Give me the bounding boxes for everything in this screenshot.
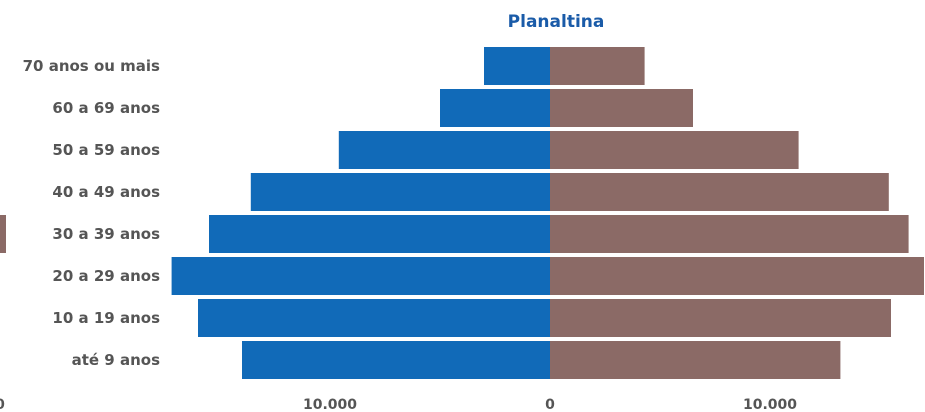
bar-left <box>209 215 550 253</box>
x-tick-label: 0 <box>0 397 5 412</box>
bar-left <box>250 173 551 211</box>
bar-right <box>550 173 889 211</box>
category-label: 30 a 39 anos <box>52 225 160 243</box>
bar-right <box>550 89 693 127</box>
bars <box>0 47 924 379</box>
category-label: 10 a 19 anos <box>52 309 160 327</box>
bar-right <box>550 299 891 337</box>
category-labels: 70 anos ou mais 60 a 69 anos 50 a 59 anos 4… <box>23 57 160 369</box>
category-label: 40 a 49 anos <box>52 183 160 201</box>
x-tick-label: 10.000 <box>303 397 357 412</box>
x-axis-ticks: 0 10.000 0 10.000 <box>0 397 797 412</box>
bar-right <box>550 131 799 169</box>
bar-right <box>550 215 909 253</box>
category-label: 20 a 29 anos <box>52 267 160 285</box>
category-label: 50 a 59 anos <box>52 141 160 159</box>
bar-left <box>484 47 550 85</box>
x-tick-label: 0 <box>545 397 555 412</box>
category-label: 60 a 69 anos <box>52 99 160 117</box>
bar-left <box>171 257 550 295</box>
x-tick-label: 10.000 <box>743 397 797 412</box>
bar-right <box>550 47 645 85</box>
category-label: 70 anos ou mais <box>23 57 160 75</box>
bar-left <box>242 341 550 379</box>
bar-left <box>338 131 550 169</box>
bar-right <box>550 257 924 295</box>
cropped-bar-fragment <box>0 215 6 253</box>
bar-left <box>440 89 550 127</box>
chart-title: Planaltina <box>508 12 605 32</box>
bar-left <box>198 299 550 337</box>
bar-right <box>550 341 841 379</box>
category-label: até 9 anos <box>72 351 160 369</box>
